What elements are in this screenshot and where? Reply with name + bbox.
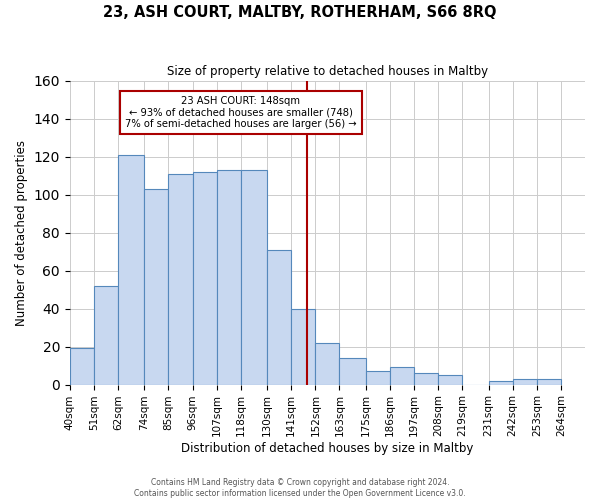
Bar bbox=[217, 170, 241, 384]
Text: 23, ASH COURT, MALTBY, ROTHERHAM, S66 8RQ: 23, ASH COURT, MALTBY, ROTHERHAM, S66 8R… bbox=[103, 5, 497, 20]
Bar bbox=[488, 381, 512, 384]
Bar bbox=[316, 343, 340, 384]
Bar bbox=[118, 154, 145, 384]
Bar bbox=[438, 375, 462, 384]
Bar bbox=[390, 368, 414, 384]
Bar bbox=[267, 250, 291, 384]
Text: Contains HM Land Registry data © Crown copyright and database right 2024.
Contai: Contains HM Land Registry data © Crown c… bbox=[134, 478, 466, 498]
Y-axis label: Number of detached properties: Number of detached properties bbox=[15, 140, 28, 326]
Bar bbox=[193, 172, 217, 384]
Bar bbox=[169, 174, 193, 384]
Title: Size of property relative to detached houses in Maltby: Size of property relative to detached ho… bbox=[167, 65, 488, 78]
Bar bbox=[70, 348, 94, 384]
X-axis label: Distribution of detached houses by size in Maltby: Distribution of detached houses by size … bbox=[181, 442, 473, 455]
Text: 23 ASH COURT: 148sqm
← 93% of detached houses are smaller (748)
7% of semi-detac: 23 ASH COURT: 148sqm ← 93% of detached h… bbox=[125, 96, 356, 129]
Bar bbox=[537, 379, 561, 384]
Bar bbox=[94, 286, 118, 384]
Bar bbox=[291, 308, 316, 384]
Bar bbox=[340, 358, 366, 384]
Bar bbox=[241, 170, 267, 384]
Bar bbox=[414, 373, 438, 384]
Bar bbox=[512, 379, 537, 384]
Bar bbox=[145, 189, 169, 384]
Bar bbox=[366, 372, 390, 384]
